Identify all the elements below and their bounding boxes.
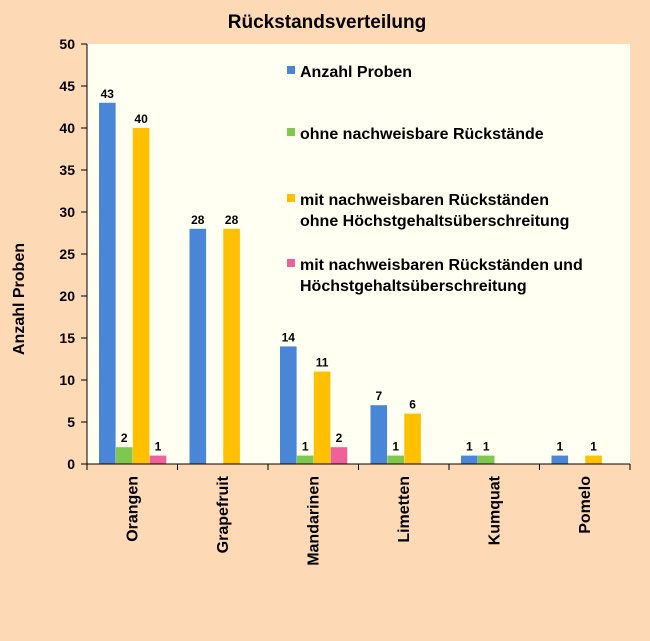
legend-swatch bbox=[287, 66, 295, 74]
y-tick-label: 10 bbox=[59, 372, 75, 388]
legend: Anzahl Proben ohne nachweisbare Rückständ… bbox=[287, 64, 583, 295]
data-label: 1 bbox=[466, 440, 473, 454]
y-tick-label: 40 bbox=[59, 120, 75, 136]
y-tick-label: 30 bbox=[59, 204, 75, 220]
bar bbox=[296, 455, 314, 464]
data-label: 1 bbox=[392, 440, 399, 454]
axes-layer: Orangen Grapefruit Mandarinen Limetten Kumqu… bbox=[59, 36, 631, 566]
data-label: 40 bbox=[134, 112, 148, 126]
bar bbox=[99, 102, 116, 465]
data-label: 7 bbox=[375, 389, 382, 403]
data-label: 2 bbox=[121, 431, 128, 445]
data-label: 1 bbox=[483, 440, 490, 454]
legend-swatch bbox=[287, 194, 295, 202]
x-tick-label: Kumquat bbox=[486, 475, 503, 545]
x-tick-label: Orangen bbox=[124, 476, 141, 542]
data-label: 14 bbox=[282, 330, 296, 344]
legend-label: ohne Höchstgehaltsüberschreitung bbox=[300, 213, 569, 230]
data-label: 28 bbox=[191, 213, 205, 227]
bar bbox=[387, 455, 404, 464]
bar bbox=[585, 455, 602, 464]
legend-label: ohne nachweisbare Rückstände bbox=[300, 126, 544, 143]
y-tick-label: 45 bbox=[59, 78, 75, 94]
bar bbox=[461, 455, 478, 464]
data-label: 43 bbox=[101, 87, 115, 101]
legend-label: mit nachweisbaren Rückständen und bbox=[300, 257, 583, 274]
y-tick-label: 25 bbox=[59, 246, 75, 262]
bar bbox=[189, 228, 207, 464]
legend-swatch bbox=[287, 128, 295, 136]
x-tick-label: Mandarinen bbox=[305, 476, 322, 566]
data-label: 1 bbox=[302, 440, 309, 454]
y-tick-label: 5 bbox=[67, 414, 75, 430]
bars-layer bbox=[99, 102, 602, 465]
legend-label: mit nachweisbaren Rückständen bbox=[300, 192, 549, 209]
bar bbox=[370, 405, 388, 464]
data-label: 6 bbox=[409, 398, 416, 412]
data-label: 1 bbox=[556, 440, 563, 454]
legend-swatch bbox=[287, 259, 295, 267]
bar bbox=[313, 371, 331, 464]
legend-label: Höchstgehaltsüberschreitung bbox=[300, 278, 527, 295]
data-label: 1 bbox=[155, 440, 162, 454]
y-tick-label: 20 bbox=[59, 288, 75, 304]
bar bbox=[223, 228, 240, 464]
bar bbox=[132, 128, 150, 464]
y-tick-label: 50 bbox=[59, 36, 75, 52]
bar bbox=[115, 447, 133, 464]
legend-label: Anzahl Proben bbox=[300, 64, 412, 81]
y-axis-label: Anzahl Proben bbox=[11, 243, 28, 355]
x-tick-label: Pomelo bbox=[577, 476, 594, 534]
data-label: 1 bbox=[590, 440, 597, 454]
bar bbox=[280, 346, 297, 464]
bar bbox=[149, 455, 167, 464]
y-tick-label: 15 bbox=[59, 330, 75, 346]
bar bbox=[551, 455, 569, 464]
bar bbox=[330, 447, 348, 464]
y-tick-label: 0 bbox=[67, 456, 75, 472]
x-tick-label: Limetten bbox=[396, 476, 413, 543]
y-tick-label: 35 bbox=[59, 162, 75, 178]
data-label: 2 bbox=[336, 431, 343, 445]
bar bbox=[477, 455, 495, 464]
chart-title: Rückstandsverteilung bbox=[228, 12, 427, 33]
plot-area bbox=[87, 44, 630, 464]
bar bbox=[404, 413, 421, 464]
x-tick-label: Grapefruit bbox=[215, 475, 232, 553]
data-label: 11 bbox=[316, 356, 329, 370]
data-label: 28 bbox=[225, 213, 239, 227]
